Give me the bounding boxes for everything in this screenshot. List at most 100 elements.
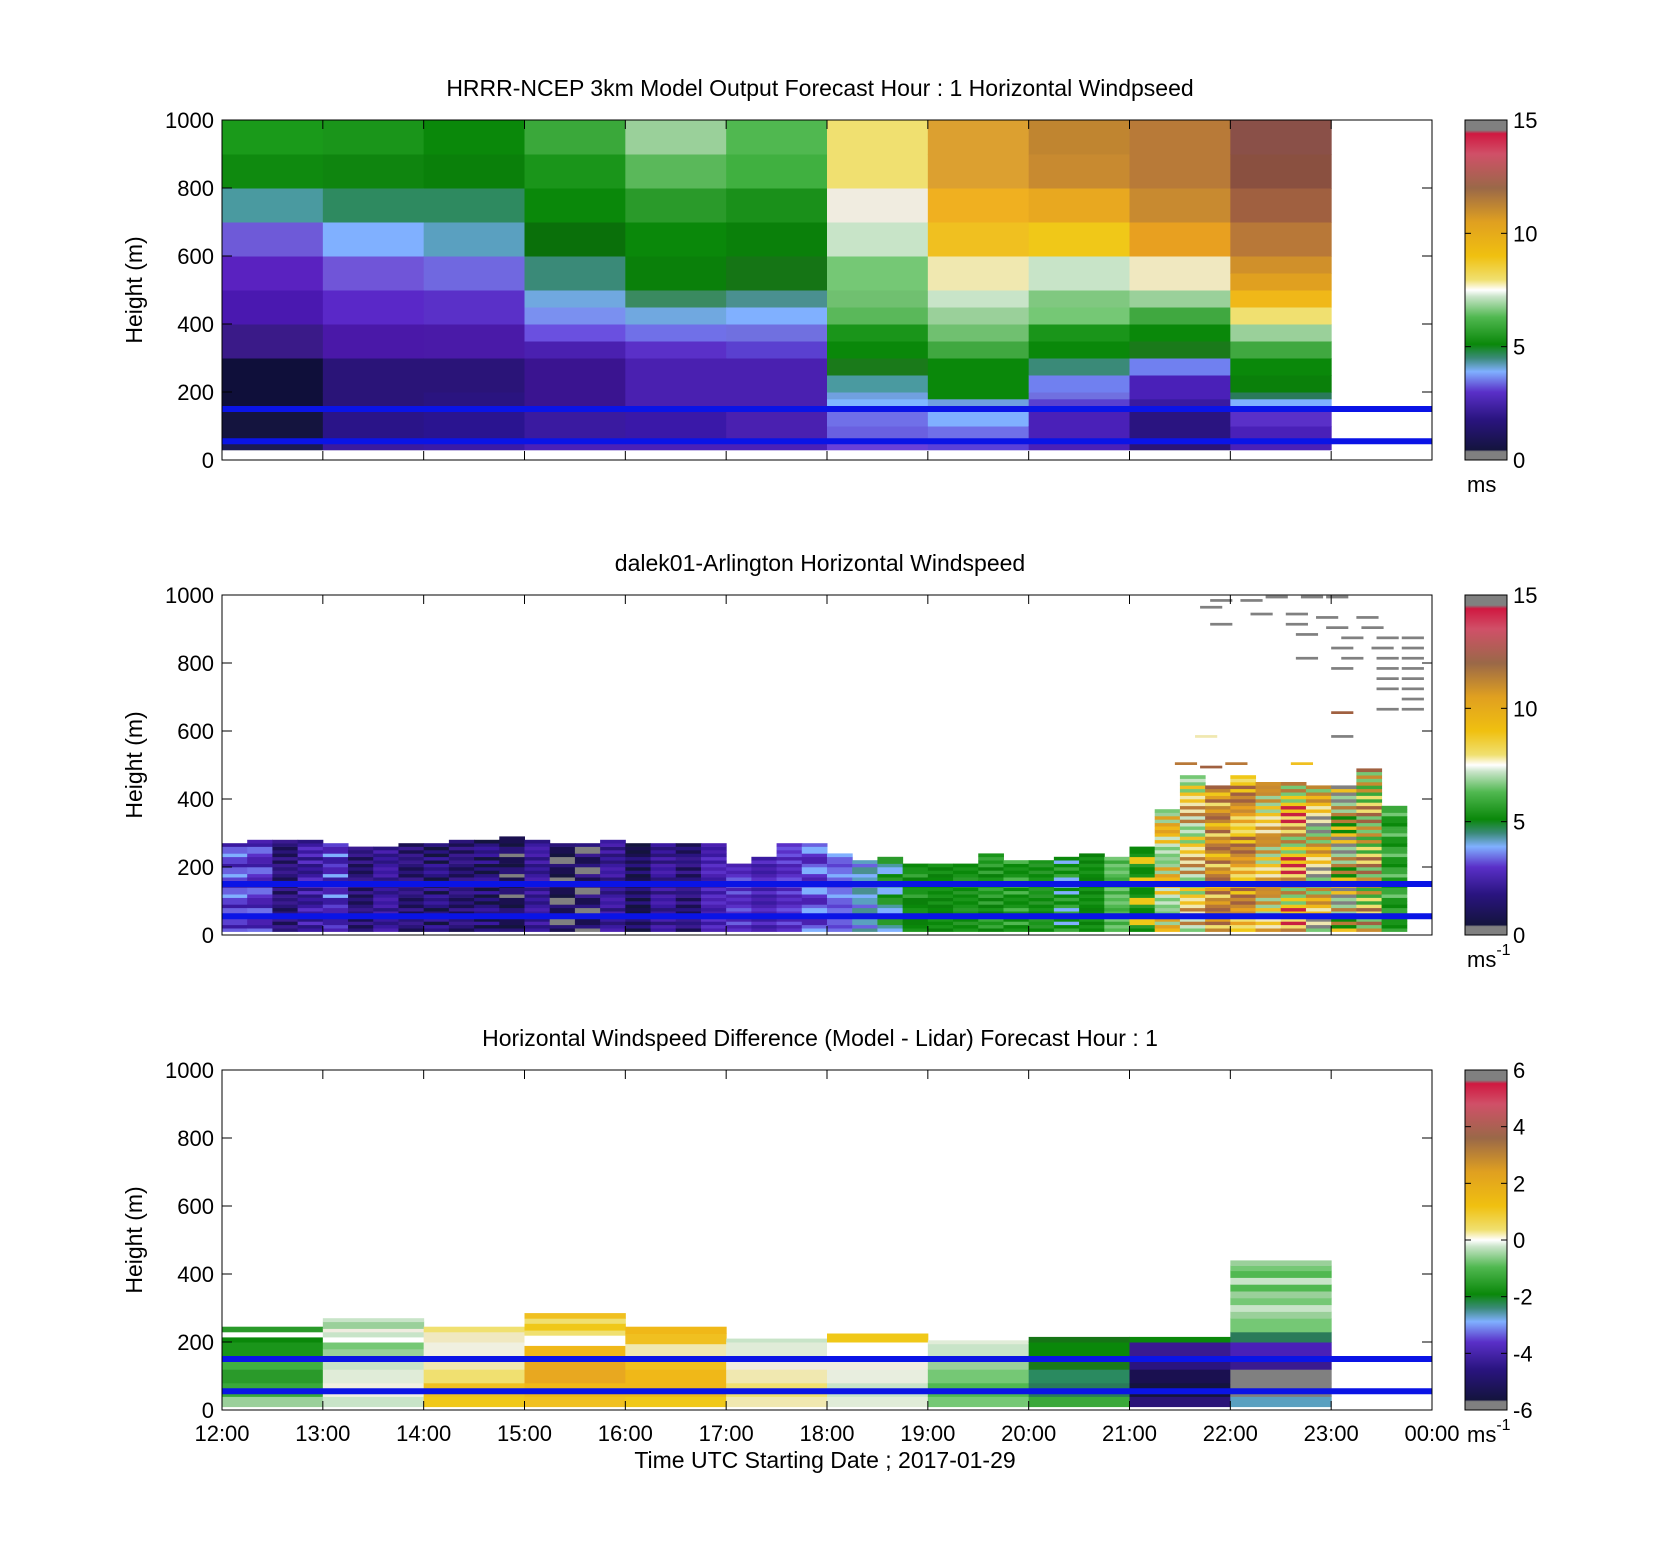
lidar-gate: [1305, 816, 1332, 820]
lidar-gate: [499, 901, 525, 905]
lidar-gate: [373, 907, 399, 912]
lidar-gate: [978, 863, 1004, 868]
lidar-gate: [1230, 846, 1257, 851]
heatmap-cell: [1129, 409, 1231, 427]
lidar-gate: [524, 918, 551, 922]
lidar-sparse-gate: [1200, 765, 1223, 769]
lidar-gate: [222, 856, 248, 861]
lidar-gate: [247, 901, 273, 905]
lidar-gate: [549, 928, 576, 932]
lidar-gate: [801, 904, 828, 909]
lidar-gate: [549, 863, 576, 868]
lidar-gate: [1331, 887, 1357, 892]
lidar-gate: [1230, 782, 1257, 786]
lidar-gate: [1305, 873, 1332, 878]
lidar-gate: [398, 853, 425, 858]
lidar-gate: [1255, 819, 1282, 824]
lidar-gate: [322, 928, 349, 932]
lidar-gate: [448, 894, 475, 898]
lidar-gate: [1154, 843, 1181, 847]
lidar-gate: [448, 873, 475, 878]
lidar-gate: [373, 887, 399, 892]
lidar-gate: [1154, 894, 1181, 898]
lidar-gate: [1381, 918, 1408, 922]
lidar-gate: [751, 877, 778, 881]
lidar-gate: [1053, 873, 1080, 878]
lidar-sparse-gate: [1376, 656, 1399, 660]
lidar-gate: [675, 867, 702, 871]
lidar-gate: [625, 894, 652, 898]
lidar-gate: [1305, 843, 1332, 847]
lidar-gate: [574, 863, 601, 868]
lidar-gate: [1028, 924, 1055, 929]
lidar-gate: [1230, 921, 1257, 926]
colorbar-tick-label: 0: [1513, 448, 1525, 473]
heatmap-cell: [927, 290, 1030, 308]
lidar-gate: [272, 873, 299, 878]
y-axis-label: Height (m): [121, 711, 147, 818]
lidar-gate: [1154, 907, 1181, 912]
y-tick-label: 0: [202, 923, 214, 948]
lidar-gate: [650, 890, 677, 895]
heatmap-cell: [322, 188, 425, 223]
lidar-gate: [1154, 918, 1181, 922]
lidar-gate: [902, 894, 929, 898]
lidar-gate: [1230, 805, 1257, 810]
lidar-gate: [1205, 812, 1231, 817]
lidar-gate: [776, 911, 803, 915]
heatmap-cell: [1230, 409, 1332, 427]
lidar-gate: [499, 839, 525, 844]
lidar-sparse-gate: [1401, 687, 1424, 691]
lidar-gate: [1104, 863, 1130, 868]
lidar-sparse-gate: [1326, 626, 1349, 629]
heatmap-cell: [827, 1396, 929, 1408]
lidar-gate: [322, 877, 349, 881]
lidar-gate: [877, 873, 904, 878]
lidar-gate: [600, 901, 626, 905]
heatmap-cell: [322, 1318, 425, 1323]
lidar-gate: [1381, 860, 1408, 864]
lidar-gate: [499, 894, 525, 898]
lidar-gate: [1179, 843, 1206, 847]
lidar-gate: [675, 870, 702, 875]
lidar-gate: [1356, 870, 1383, 875]
heatmap-cell: [322, 1348, 425, 1357]
lidar-gate: [398, 907, 425, 912]
lidar-gate: [297, 843, 324, 847]
lidar-gate: [1104, 911, 1130, 915]
lidar-gate: [1129, 907, 1156, 912]
lidar-gate: [297, 867, 324, 871]
lidar-gate: [1230, 785, 1257, 790]
heatmap-cell: [524, 1330, 626, 1336]
lidar-gate: [827, 894, 853, 898]
lidar-gate: [801, 887, 828, 892]
lidar-gate: [1179, 839, 1206, 844]
lidar-gate: [448, 924, 475, 929]
lidar-gate: [776, 921, 803, 926]
colorbar-tick-label: 4: [1513, 1115, 1525, 1140]
lidar-gate: [1154, 877, 1181, 881]
lidar-gate: [1255, 836, 1282, 841]
lidar-gate: [574, 887, 601, 892]
lidar-gate: [700, 867, 727, 871]
lidar-gate: [1179, 785, 1206, 790]
lidar-gate: [1104, 887, 1130, 892]
heatmap-cell: [1230, 439, 1332, 451]
lidar-gate: [1053, 907, 1080, 912]
lidar-gate: [1356, 901, 1383, 905]
lidar-gate: [675, 873, 702, 878]
lidar-sparse-gate: [1401, 646, 1424, 650]
lidar-gate: [1356, 867, 1383, 871]
lidar-gate: [1028, 921, 1055, 926]
lidar-gate: [1154, 812, 1181, 817]
lidar-gate: [1053, 921, 1080, 926]
lidar-gate: [549, 904, 576, 909]
lidar-gate: [625, 897, 652, 902]
lidar-gate: [852, 890, 878, 895]
heatmap-cell: [1230, 1331, 1332, 1343]
y-tick-label: 800: [177, 176, 214, 201]
lidar-gate: [1003, 911, 1030, 915]
lidar-gate: [272, 843, 299, 847]
lidar-gate: [1230, 918, 1257, 922]
